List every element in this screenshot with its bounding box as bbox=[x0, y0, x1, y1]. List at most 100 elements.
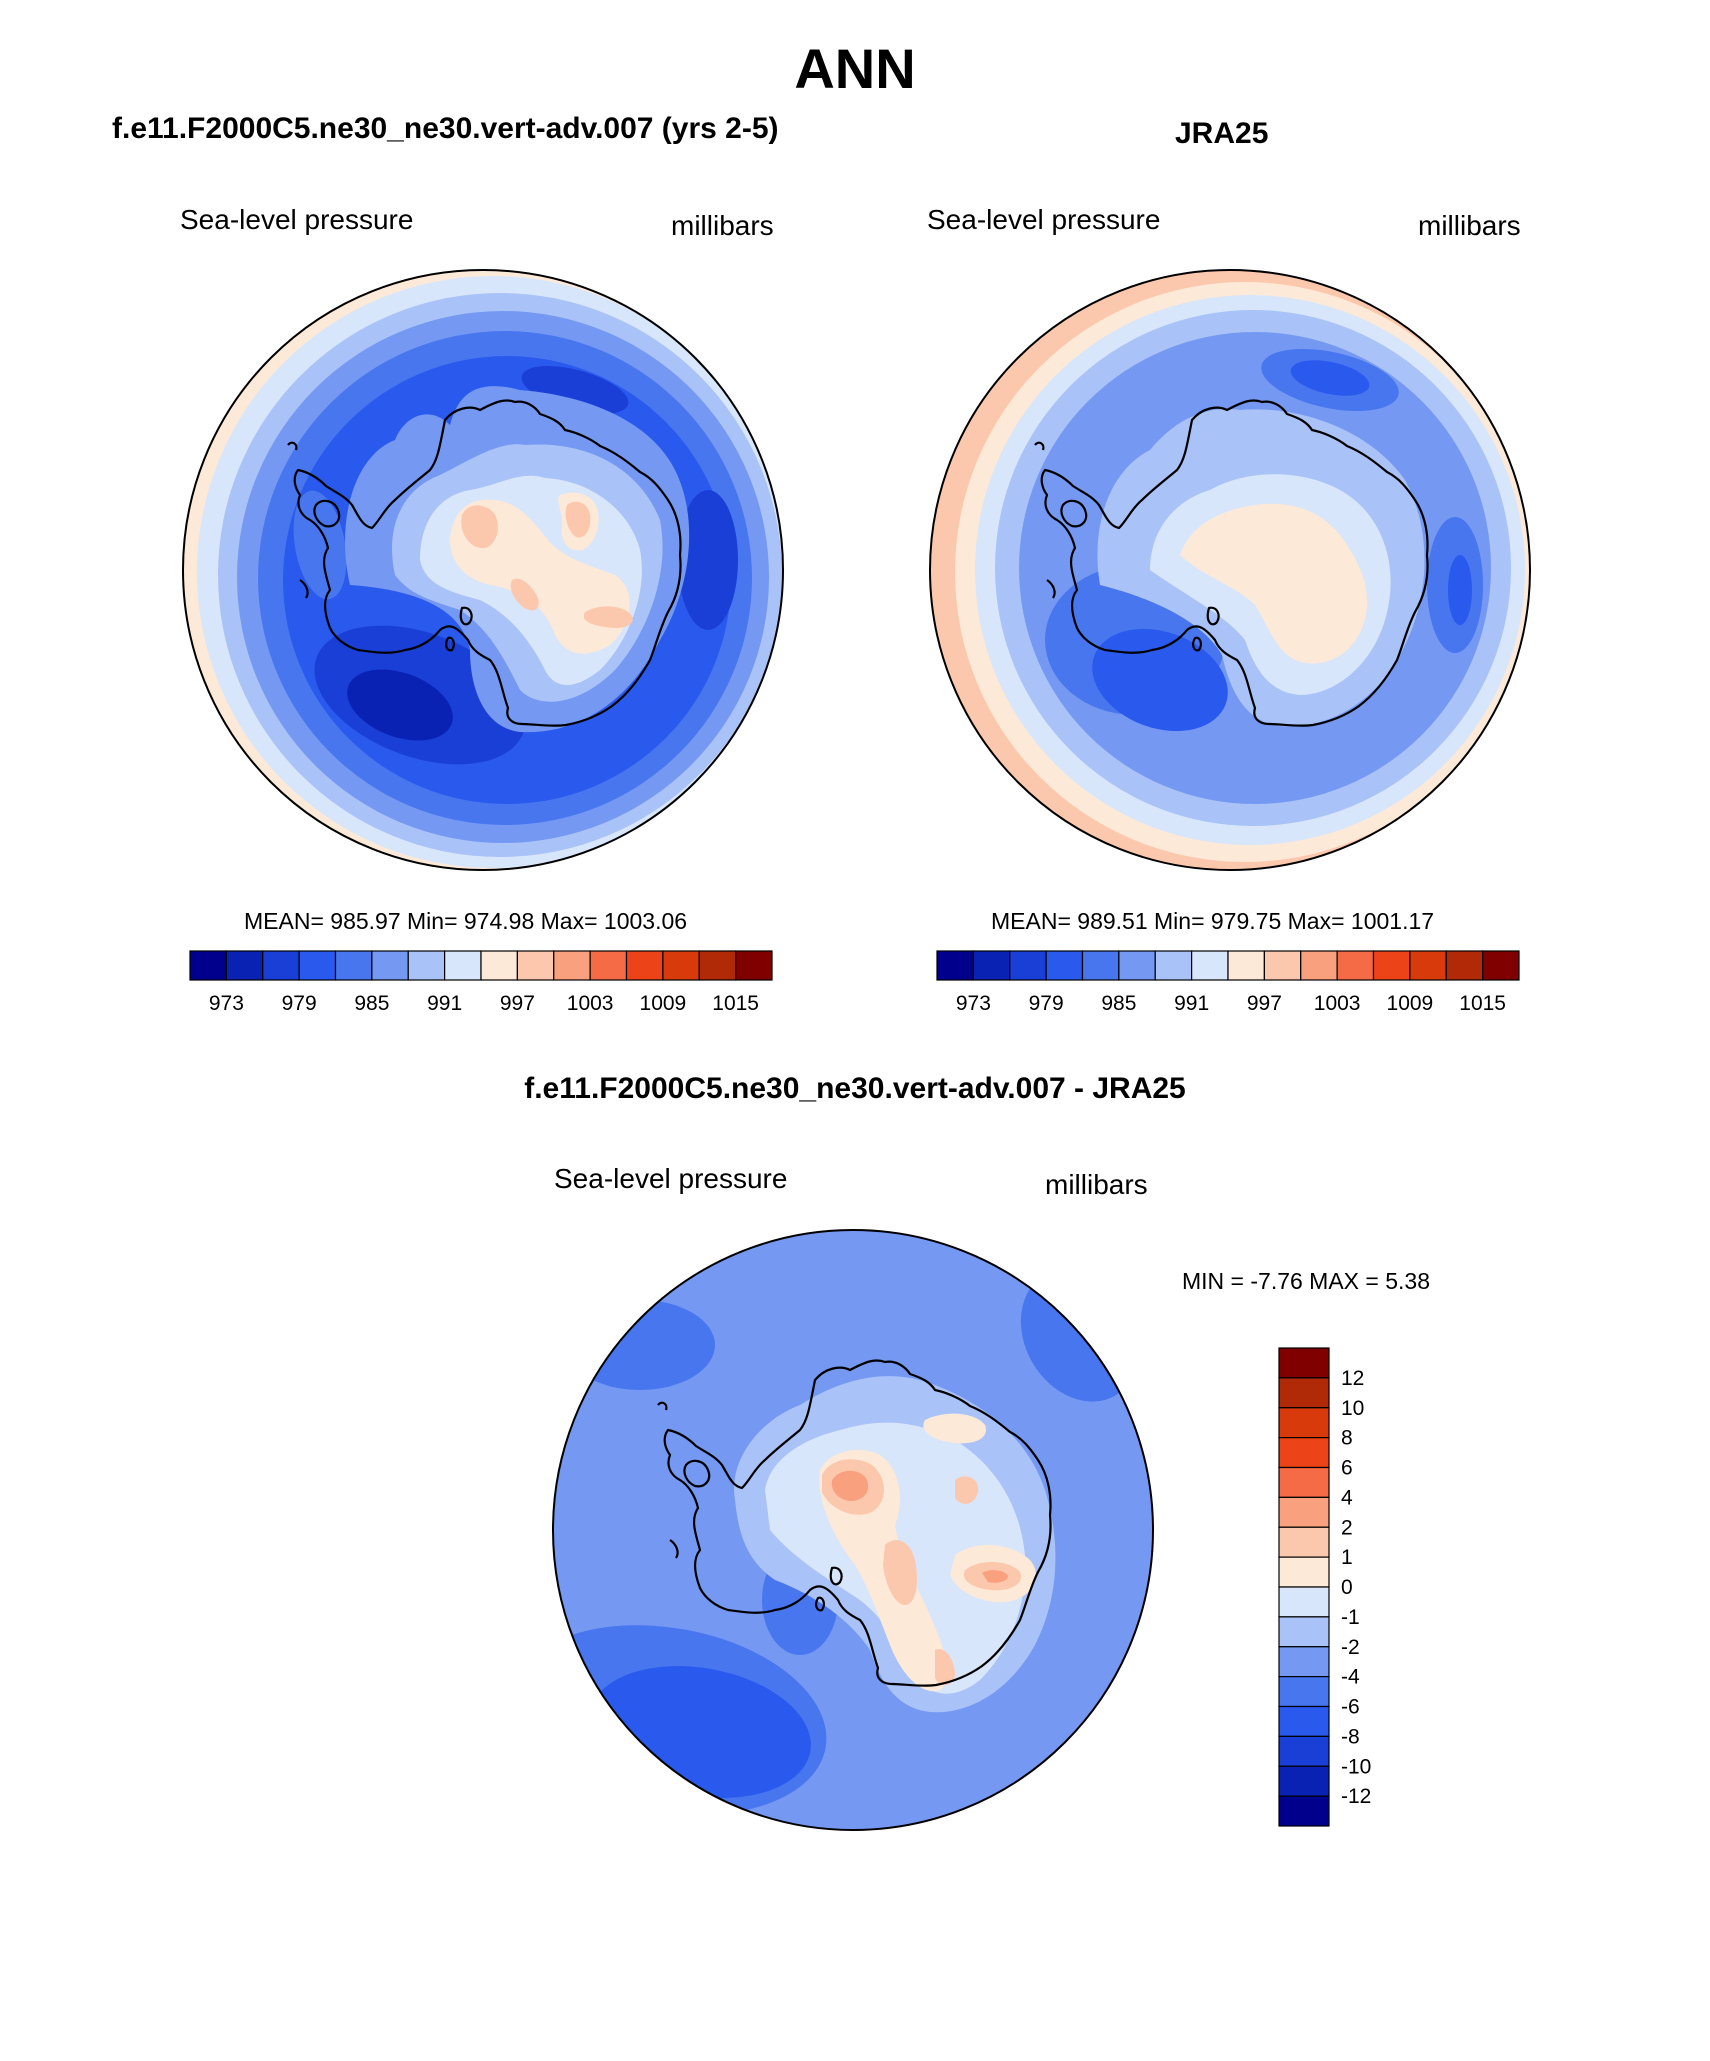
map1-peak-1 bbox=[461, 505, 498, 549]
colorbar-swatch bbox=[1227, 950, 1265, 981]
colorbar-swatch bbox=[262, 950, 300, 981]
colorbar-swatch bbox=[936, 950, 974, 981]
map1-border bbox=[182, 269, 784, 871]
colorbar-tick-label: 12 bbox=[1341, 1367, 1364, 1390]
colorbar-tick-label: 997 bbox=[500, 992, 535, 1015]
colorbar-tick-label: 2 bbox=[1341, 1516, 1353, 1539]
colorbar-swatch bbox=[1278, 1496, 1330, 1528]
colorbar-swatch bbox=[1278, 1437, 1330, 1469]
colorbar-tick-label: 997 bbox=[1247, 992, 1282, 1015]
colorbar-swatch bbox=[698, 950, 737, 981]
colorbar-swatch bbox=[553, 950, 591, 981]
colorbar-tick-label: 991 bbox=[427, 992, 462, 1015]
colorbar-tick-label: 973 bbox=[209, 992, 244, 1015]
map2-low-pacific-core bbox=[1092, 628, 1228, 732]
colorbar-tick-label: 1015 bbox=[712, 992, 759, 1015]
colorbar-panel-2: 973 979 985 991 997 1003 1009 1015 bbox=[936, 950, 1520, 1015]
panel-2-units-label: millibars bbox=[1418, 210, 1521, 241]
colorbar-swatch bbox=[1278, 1377, 1330, 1409]
colorbar-swatch bbox=[334, 950, 373, 981]
map3-pos-south-2 bbox=[935, 1649, 955, 1686]
colorbar-swatch bbox=[371, 950, 409, 981]
colorbar-swatch bbox=[1278, 1646, 1330, 1678]
colorbar-swatch bbox=[480, 950, 518, 981]
map2-low-north-core bbox=[1290, 360, 1370, 396]
colorbar-swatch bbox=[1409, 950, 1447, 981]
colorbar-tick-label: 1 bbox=[1341, 1546, 1353, 1569]
colorbar-swatch bbox=[407, 950, 446, 981]
colorbar-swatch bbox=[735, 950, 773, 981]
colorbar-swatch bbox=[1278, 1795, 1330, 1827]
panel-1-variable-label: Sea-level pressure bbox=[180, 204, 414, 235]
colorbar-swatch bbox=[1372, 950, 1411, 981]
colorbar-swatch bbox=[189, 950, 227, 981]
colorbar-swatch bbox=[1336, 950, 1375, 981]
map1-peak-3 bbox=[510, 578, 539, 611]
colorbar-swatch bbox=[225, 950, 264, 981]
colorbar-tick-label: 4 bbox=[1341, 1486, 1353, 1509]
colorbar-tick-label: 991 bbox=[1174, 992, 1209, 1015]
colorbar-tick-label: 985 bbox=[354, 992, 389, 1015]
map-panel-1 bbox=[182, 269, 784, 871]
colorbar-tick-label: -8 bbox=[1341, 1725, 1360, 1748]
colorbar-swatch bbox=[444, 950, 482, 981]
colorbar-swatch bbox=[1009, 950, 1047, 981]
colorbar-swatch bbox=[1278, 1556, 1330, 1588]
map1-peak-4 bbox=[583, 606, 633, 628]
map2-border bbox=[929, 269, 1531, 871]
colorbar-swatch bbox=[1445, 950, 1484, 981]
colorbar-swatch bbox=[1278, 1735, 1330, 1767]
map1-coastline bbox=[287, 399, 682, 727]
colorbar-tick-label: -10 bbox=[1341, 1755, 1371, 1778]
colorbar-swatch bbox=[1278, 1526, 1330, 1558]
colorbar-swatch bbox=[1154, 950, 1193, 981]
colorbar-tick-label: 1003 bbox=[567, 992, 614, 1015]
panel-3-title: f.e11.F2000C5.ne30_ne30.vert-adv.007 - J… bbox=[524, 1072, 1186, 1105]
colorbar-tick-label: 1009 bbox=[640, 992, 687, 1015]
colorbar-tick-label: 973 bbox=[956, 992, 991, 1015]
map3-pos-central-peak bbox=[831, 1470, 869, 1501]
colorbar-swatch bbox=[1081, 950, 1120, 981]
colorbar-tick-label: -12 bbox=[1341, 1785, 1371, 1808]
colorbar-swatch bbox=[1278, 1407, 1330, 1439]
panel-2-variable-label: Sea-level pressure bbox=[927, 204, 1161, 235]
colorbar-swatch bbox=[1300, 950, 1338, 981]
colorbar-panel-1: 973 979 985 991 997 1003 1009 1015 bbox=[189, 950, 773, 1015]
map3-pos-small-1 bbox=[955, 1476, 979, 1504]
colorbar-tick-label: 1015 bbox=[1459, 992, 1506, 1015]
colorbar-tick-label: 0 bbox=[1341, 1576, 1353, 1599]
panel-2-stats: MEAN= 989.51 Min= 979.75 Max= 1001.17 bbox=[991, 908, 1435, 934]
colorbar-tick-label: 1009 bbox=[1387, 992, 1434, 1015]
map3-coastline bbox=[657, 1359, 1052, 1687]
map1-low-east bbox=[678, 490, 738, 630]
colorbar-swatch bbox=[516, 950, 555, 981]
colorbar-swatch bbox=[1278, 1676, 1330, 1708]
colorbar-tick-label: 6 bbox=[1341, 1457, 1353, 1480]
map3-pos-south-1 bbox=[883, 1540, 917, 1605]
colorbar-swatch bbox=[1263, 950, 1302, 981]
panel-1-title: f.e11.F2000C5.ne30_ne30.vert-adv.007 (yr… bbox=[112, 112, 779, 145]
colorbar-swatch bbox=[662, 950, 700, 981]
panel-3-stats: MIN = -7.76 MAX = 5.38 bbox=[1182, 1268, 1431, 1294]
map3-neg-northwest bbox=[565, 1300, 715, 1390]
map3-border bbox=[552, 1229, 1154, 1831]
colorbar-swatch bbox=[1118, 950, 1156, 981]
map2-coastline bbox=[1034, 399, 1429, 727]
panel-3-variable-label: Sea-level pressure bbox=[554, 1163, 788, 1194]
colorbar-swatch bbox=[1278, 1765, 1330, 1797]
panel-3-units-label: millibars bbox=[1045, 1169, 1148, 1200]
colorbar-swatch bbox=[1278, 1616, 1330, 1648]
map1-low-pacific-core bbox=[347, 669, 453, 741]
map-panel-2 bbox=[929, 269, 1531, 871]
map3-pos-north bbox=[923, 1413, 986, 1444]
map3-pos-east-peak bbox=[982, 1570, 1008, 1583]
colorbar-swatch bbox=[1278, 1705, 1330, 1737]
map2-high bbox=[1180, 503, 1368, 664]
map2-low-east-core bbox=[1448, 555, 1472, 625]
colorbar-swatch bbox=[625, 950, 664, 981]
colorbar-swatch bbox=[589, 950, 628, 981]
colorbar-tick-label: -4 bbox=[1341, 1666, 1360, 1689]
panel-1-units-label: millibars bbox=[671, 210, 774, 241]
